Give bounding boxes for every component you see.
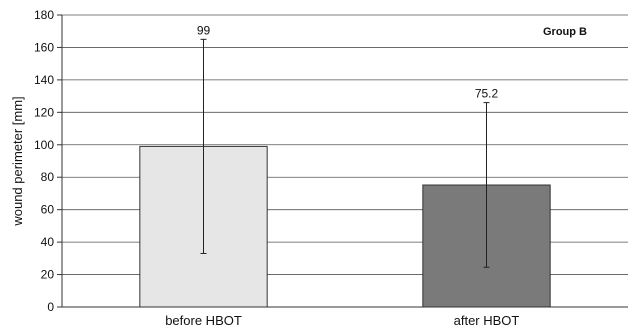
- y-axis-label: wound perimeter [mm]: [10, 96, 25, 226]
- y-tick-label: 60: [41, 203, 55, 217]
- x-category-label: before HBOT: [165, 313, 242, 328]
- y-tick-label: 180: [34, 8, 54, 22]
- y-tick-label: 0: [47, 300, 54, 314]
- x-axis-labels: before HBOT after HBOT: [165, 313, 519, 328]
- y-axis-ticks: 0 20 40 60 80 100 120 140 160 180: [34, 8, 62, 314]
- y-tick-label: 140: [34, 73, 54, 87]
- y-tick-label: 160: [34, 40, 54, 54]
- data-labels: 99 75.2: [197, 23, 499, 100]
- data-label: 99: [197, 23, 211, 37]
- group-label: Group B: [543, 26, 587, 38]
- y-tick-label: 100: [34, 138, 54, 152]
- y-tick-label: 120: [34, 105, 54, 119]
- error-bars: [200, 38, 490, 268]
- y-tick-label: 80: [41, 170, 55, 184]
- y-tick-label: 20: [41, 268, 55, 282]
- y-tick-label: 40: [41, 235, 55, 249]
- x-category-label: after HBOT: [454, 313, 520, 328]
- data-label: 75.2: [475, 87, 499, 101]
- bars: [139, 145, 551, 308]
